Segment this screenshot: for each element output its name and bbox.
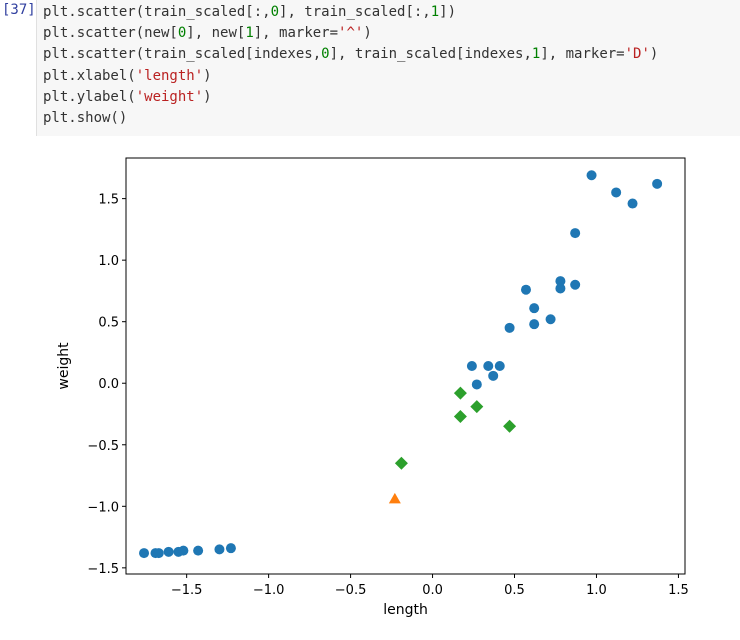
code-string-token: 'length' (135, 67, 204, 84)
code-editor[interactable]: plt.scatter(train_scaled[:,0], train_sca… (36, 0, 740, 136)
y-tick-label: 0.0 (98, 377, 119, 392)
scatter-point-circle (471, 379, 482, 390)
scatter-point-circle (586, 170, 597, 181)
y-tick-label: 1.5 (98, 193, 119, 208)
code-token: ]) (439, 4, 457, 20)
scatter-point-circle (520, 284, 531, 295)
code-token: plt.show() (43, 110, 128, 127)
scatter-point-circle (163, 546, 174, 557)
code-string-token: '^' (338, 25, 364, 42)
x-tick-label: 1.0 (586, 583, 607, 598)
x-tick-label: 1.5 (668, 583, 689, 598)
cell-output: −1.5 −1.0 −0.5 0.0 0.5 1.0 1.5 −1.5 −1.0 −0.5 0.0… (0, 140, 740, 636)
scatter-point-circle (466, 361, 477, 371)
scatter-point-circle (529, 319, 540, 330)
code-number-token: 1 (430, 4, 440, 20)
code-line: plt.show() (43, 108, 658, 129)
y-tick-label: −0.5 (87, 439, 119, 454)
code-number-token: 0 (270, 4, 280, 20)
scatter-point-circle (139, 548, 150, 559)
code-string-token: 'weight' (135, 88, 204, 105)
scatter-point-circle (627, 198, 638, 209)
y-axis-label: weight (56, 342, 72, 390)
y-tick-label: 1.0 (98, 254, 119, 269)
cell-prompt: [37] (2, 2, 36, 18)
code-token: ) (203, 67, 212, 84)
code-line: plt.scatter(new[0], new[1], marker='^') (43, 23, 658, 44)
code-token: ) (649, 46, 659, 63)
code-token: ], train_scaled[:, (279, 4, 431, 20)
scatter-point-circle (225, 543, 236, 554)
code-token: ], new[ (186, 25, 246, 42)
code-number-token: 1 (245, 25, 254, 42)
scatter-point-circle (652, 178, 663, 189)
code-token: plt.scatter(new[ (43, 25, 178, 42)
code-token: ], train_scaled[indexes, (329, 46, 532, 63)
scatter-point-circle (555, 283, 566, 294)
scatter-point-circle (153, 548, 164, 559)
x-tick-label: 0.0 (422, 583, 443, 598)
code-token: ], marker= (253, 25, 339, 42)
x-tick-label: −1.5 (171, 583, 203, 598)
scatter-point-circle (611, 187, 622, 198)
scatter-plot: −1.5 −1.0 −0.5 0.0 0.5 1.0 1.5 −1.5 −1.0 −0.5 0.0… (56, 157, 689, 618)
y-tick-label: −1.0 (87, 500, 119, 515)
scatter-point-circle (488, 370, 499, 381)
x-tick-label: −0.5 (335, 583, 367, 598)
scatter-point-circle (555, 276, 566, 287)
code-token: ) (203, 88, 212, 105)
scatter-point-diamond (470, 400, 484, 414)
scatter-point-circle (529, 303, 540, 314)
code-line: plt.xlabel('length') (43, 66, 658, 87)
code-token: ) (363, 25, 372, 42)
x-axis-label: length (383, 602, 428, 618)
scatter-point-circle (178, 545, 189, 556)
code-line: plt.scatter(train_scaled[:,0], train_sca… (43, 2, 658, 23)
scatter-point-circle (214, 544, 225, 555)
scatter-point-triangle (388, 492, 401, 504)
code-line: plt.ylabel('weight') (43, 87, 658, 108)
code-token: plt.scatter(train_scaled[indexes, (43, 46, 322, 63)
plot-frame (125, 157, 686, 575)
x-tick-label: −1.0 (253, 583, 285, 598)
code-token: plt.scatter(train_scaled[:, (43, 4, 271, 20)
scatter-point-circle (193, 545, 204, 556)
y-tick-label: 0.5 (98, 316, 119, 331)
scatter-point-circle (483, 361, 494, 371)
scatter-point-diamond (503, 419, 517, 433)
code-text[interactable]: plt.scatter(train_scaled[:,0], train_sca… (43, 2, 658, 129)
scatter-point-circle (570, 228, 581, 239)
code-token: plt.xlabel( (43, 67, 136, 84)
code-token: plt.ylabel( (43, 88, 136, 105)
code-number-token: 0 (321, 46, 330, 63)
code-string-token: 'D' (624, 46, 650, 63)
scatter-point-circle (494, 361, 505, 371)
code-token: ], marker= (540, 46, 625, 63)
y-tick-label: −1.5 (87, 562, 119, 577)
code-line: plt.scatter(train_scaled[indexes,0], tra… (43, 44, 658, 65)
x-tick-label: 0.5 (504, 583, 525, 598)
scatter-point-circle (545, 314, 556, 325)
scatter-point-diamond (394, 456, 408, 470)
scatter-point-diamond (453, 386, 467, 400)
code-number-token: 0 (177, 25, 187, 42)
scatter-point-circle (570, 279, 581, 290)
scatter-point-diamond (453, 409, 467, 423)
code-number-token: 1 (531, 46, 541, 63)
scatter-point-circle (504, 322, 515, 333)
